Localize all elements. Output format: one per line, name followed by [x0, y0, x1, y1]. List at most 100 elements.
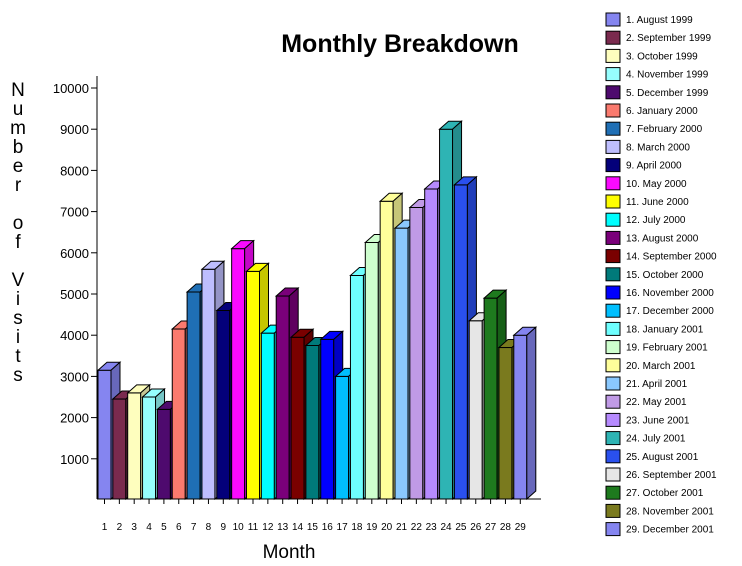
- bar-front: [127, 392, 142, 500]
- legend-label: 12. July 2000: [626, 215, 686, 226]
- x-tick-label: 6: [176, 522, 182, 533]
- legend-label: 1. August 1999: [626, 15, 693, 26]
- y-tick-label: 9000: [60, 122, 89, 137]
- x-tick-label: 23: [426, 522, 438, 533]
- y-tick-label: 7000: [60, 205, 89, 220]
- y-tick-label: 5000: [60, 287, 89, 302]
- legend-swatch: [605, 431, 621, 446]
- legend-item: 26. September 2001: [605, 467, 717, 482]
- x-tick-label: 7: [191, 522, 197, 533]
- legend-swatch: [605, 321, 621, 336]
- legend-label: 13. August 2000: [626, 233, 699, 244]
- legend-swatch: [605, 249, 621, 264]
- legend-swatch: [605, 67, 621, 82]
- legend-item: 18. January 2001: [605, 321, 704, 336]
- bar-front: [468, 320, 483, 500]
- bar-front: [453, 184, 468, 500]
- legend-item: 14. September 2000: [605, 249, 717, 264]
- x-tick-label: 2: [117, 522, 123, 533]
- legend-swatch: [605, 503, 621, 518]
- x-tick-label: 26: [470, 522, 482, 533]
- legend-label: 18. January 2001: [626, 324, 704, 335]
- legend-label: 14. September 2000: [626, 252, 717, 263]
- legend-label: 27. October 2001: [626, 488, 704, 499]
- bar-front: [156, 408, 171, 500]
- bar-front: [216, 309, 231, 500]
- legend-label: 29. December 2001: [626, 525, 714, 536]
- y-axis-label-char: i: [16, 289, 20, 310]
- x-tick-label: 13: [277, 522, 289, 533]
- legend-swatch: [605, 139, 621, 154]
- legend-swatch: [605, 48, 621, 63]
- y-axis-label-char: t: [15, 346, 21, 367]
- legend-item: 27. October 2001: [605, 485, 704, 500]
- legend-swatch: [605, 30, 621, 45]
- legend-label: 15. October 2000: [626, 270, 704, 281]
- x-axis-ticks: 1 2 3 4 5 6 7 8 9 10 11 12 13 14 15 16 17 18 19 20 21 22 23 24 2…: [102, 499, 526, 533]
- legend-label: 5. December 1999: [626, 88, 709, 99]
- legend-swatch: [605, 121, 621, 136]
- x-tick-label: 18: [351, 522, 363, 533]
- chart-title: Monthly Breakdown: [281, 30, 519, 58]
- legend-swatch: [605, 176, 621, 191]
- legend-label: 20. March 2001: [626, 361, 696, 372]
- legend-item: 4. November 1999: [605, 67, 709, 82]
- legend-item: 8. March 2000: [605, 139, 690, 154]
- legend-item: 28. November 2001: [605, 503, 714, 518]
- bar-front: [260, 332, 275, 500]
- legend-swatch: [605, 158, 621, 173]
- x-tick-label: 15: [307, 522, 319, 533]
- legend-item: 2. September 1999: [605, 30, 711, 45]
- y-tick-label: 1000: [60, 452, 89, 467]
- legend-swatch: [605, 212, 621, 227]
- legend-label: 26. September 2001: [626, 470, 717, 481]
- legend-label: 9. April 2000: [626, 161, 682, 172]
- x-tick-label: 19: [366, 522, 378, 533]
- bar-front: [349, 274, 364, 500]
- bar-front: [290, 336, 305, 500]
- legend-item: 22. May 2001: [605, 394, 687, 409]
- legend-label: 16. November 2000: [626, 288, 714, 299]
- legend-label: 28. November 2001: [626, 506, 714, 517]
- y-axis-label-char: V: [12, 270, 25, 291]
- legend-swatch: [605, 358, 621, 373]
- y-axis-label-char: r: [15, 175, 22, 196]
- x-tick-label: 28: [500, 522, 512, 533]
- bars: [96, 120, 538, 501]
- y-axis-label-char: u: [13, 99, 24, 120]
- legend-label: 2. September 1999: [626, 33, 711, 44]
- legend-label: 17. December 2000: [626, 306, 714, 317]
- bar-front: [112, 398, 127, 500]
- legend-item: 24. July 2001: [605, 431, 686, 446]
- legend-item: 19. February 2001: [605, 340, 708, 355]
- legend-item: 17. December 2000: [605, 303, 714, 318]
- legend-swatch: [605, 267, 621, 282]
- y-axis-label-char: e: [13, 156, 24, 177]
- bar-front: [142, 396, 157, 500]
- y-axis-label-char: i: [16, 327, 20, 348]
- bar: [512, 326, 538, 501]
- legend-item: 15. October 2000: [605, 267, 704, 282]
- x-tick-label: 27: [485, 522, 497, 533]
- legend-swatch: [605, 467, 621, 482]
- x-tick-label: 10: [233, 522, 245, 533]
- legend-item: 10. May 2000: [605, 176, 687, 191]
- legend: 1. August 1999 2. September 1999 3. Octobe…: [605, 12, 717, 537]
- legend-item: 5. December 1999: [605, 85, 709, 100]
- bar-front: [379, 200, 394, 500]
- x-tick-label: 24: [440, 522, 452, 533]
- bar-front: [364, 242, 379, 500]
- bar-front: [424, 188, 439, 500]
- legend-swatch: [605, 285, 621, 300]
- bar-front: [335, 375, 350, 500]
- y-axis-label-char: f: [15, 232, 21, 253]
- legend-swatch: [605, 103, 621, 118]
- x-tick-label: 22: [411, 522, 423, 533]
- legend-swatch: [605, 485, 621, 500]
- x-tick-label: 21: [396, 522, 408, 533]
- legend-item: 21. April 2001: [605, 376, 688, 391]
- legend-label: 24. July 2001: [626, 434, 686, 445]
